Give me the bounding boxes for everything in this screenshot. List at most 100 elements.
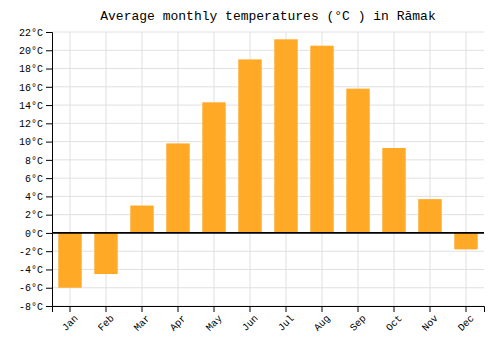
y-tick-mark <box>46 178 52 179</box>
x-tick-label: May <box>204 313 225 334</box>
x-tick: Jun <box>240 306 261 334</box>
y-tick: 22°C <box>19 28 52 39</box>
bar <box>454 233 477 249</box>
bar <box>346 89 369 233</box>
y-tick-mark <box>46 142 52 143</box>
x-tick-mark <box>142 306 143 312</box>
x-tick-mark <box>250 306 251 312</box>
y-tick-label: 18°C <box>19 64 43 75</box>
x-tick-label: Feb <box>96 313 117 334</box>
y-tick: 10°C <box>19 137 52 148</box>
x-tick: Feb <box>96 306 117 334</box>
x-tick-mark <box>286 306 287 312</box>
y-tick-mark <box>46 196 52 197</box>
y-tick-label: 14°C <box>19 101 43 112</box>
y-tick-mark <box>46 215 52 216</box>
y-grid-line <box>52 196 484 197</box>
x-tick-label: Aug <box>312 313 333 334</box>
y-tick: 14°C <box>19 101 52 112</box>
y-tick-label: 4°C <box>25 192 43 203</box>
y-tick-label: 6°C <box>25 174 43 185</box>
y-tick-mark <box>46 160 52 161</box>
y-tick-mark <box>46 50 52 51</box>
y-tick-mark <box>46 269 52 270</box>
chart: -8°C -6°C -4°C -2°C 0°C 2°C 4°C 6°C 8°C 10°C 12°C 1… <box>0 0 500 350</box>
y-grid-line <box>52 287 484 288</box>
y-tick: -4°C <box>19 265 52 276</box>
zero-line <box>52 232 484 234</box>
y-tick-label: -2°C <box>19 247 43 258</box>
x-tick-mark <box>322 306 323 312</box>
y-tick-label: 12°C <box>19 119 43 130</box>
y-tick-mark <box>46 233 52 234</box>
x-tick: Jan <box>60 306 81 334</box>
x-tick: May <box>204 306 225 334</box>
y-grid-line <box>52 32 484 33</box>
x-tick-mark <box>106 306 107 312</box>
x-tick-mark <box>394 306 395 312</box>
y-tick: 2°C <box>25 210 52 221</box>
bar <box>130 206 153 233</box>
y-tick: -8°C <box>19 302 52 313</box>
bar <box>58 233 81 288</box>
y-tick: 8°C <box>25 156 52 167</box>
y-grid-line <box>52 123 484 124</box>
x-tick: Nov <box>420 306 441 334</box>
bar <box>202 102 225 233</box>
x-tick-label: Nov <box>420 313 441 334</box>
y-tick: 6°C <box>25 174 52 185</box>
x-tick-mark <box>430 306 431 312</box>
x-tick-label: Dec <box>456 313 477 334</box>
bar <box>94 233 117 274</box>
bar <box>310 46 333 233</box>
y-tick: 18°C <box>19 64 52 75</box>
x-grid-line <box>430 32 431 306</box>
y-tick-mark <box>46 251 52 252</box>
y-grid-line <box>52 232 484 233</box>
y-axis: -8°C -6°C -4°C -2°C 0°C 2°C 4°C 6°C 8°C 10°C 12°C 1… <box>19 28 53 313</box>
x-tick: Jul <box>276 306 297 334</box>
x-grid-line <box>142 32 143 306</box>
x-tick-mark <box>358 306 359 312</box>
x-tick-label: Oct <box>384 313 405 334</box>
x-tick: Dec <box>456 306 477 334</box>
y-tick-label: 2°C <box>25 210 43 221</box>
y-grid-line <box>52 105 484 106</box>
y-grid-line <box>52 86 484 87</box>
y-tick-label: -8°C <box>19 302 43 313</box>
x-grid-line <box>466 32 467 306</box>
y-tick: 20°C <box>19 46 52 57</box>
y-tick-label: -6°C <box>19 283 43 294</box>
y-tick-label: 20°C <box>19 46 43 57</box>
x-tick: Oct <box>384 306 405 334</box>
x-tick: Apr <box>168 306 189 334</box>
y-tick: 12°C <box>19 119 52 130</box>
y-tick-mark <box>46 105 52 106</box>
y-tick-label: 10°C <box>19 137 43 148</box>
x-tick-label: Jun <box>240 313 261 334</box>
y-tick-label: 22°C <box>19 28 43 39</box>
y-tick-label: 16°C <box>19 83 43 94</box>
x-axis: Jan Feb Mar Apr May Jun Jul Aug Sep Oct Nov Dec <box>53 306 485 334</box>
y-grid-line <box>52 159 484 160</box>
y-grid-line <box>52 141 484 142</box>
y-grid-line <box>52 68 484 69</box>
x-tick-label: Sep <box>348 313 369 334</box>
x-tick: Mar <box>132 306 153 334</box>
bar <box>274 39 297 233</box>
y-axis-line <box>46 33 53 307</box>
x-tick-mark <box>178 306 179 312</box>
y-tick-mark <box>46 32 52 33</box>
x-tick-label: Apr <box>168 313 189 334</box>
y-tick: 0°C <box>25 229 52 240</box>
bar <box>238 59 261 233</box>
plot: -8°C -6°C -4°C -2°C 0°C 2°C 4°C 6°C 8°C 10°C 12°C 1… <box>19 28 485 334</box>
y-tick: -2°C <box>19 247 52 258</box>
x-tick-label: Jul <box>276 313 297 334</box>
y-grid-line <box>52 178 484 179</box>
bar <box>382 148 405 233</box>
x-tick-mark <box>466 306 467 312</box>
y-tick-mark <box>46 306 52 307</box>
y-tick-mark <box>46 87 52 88</box>
y-tick-mark <box>46 123 52 124</box>
